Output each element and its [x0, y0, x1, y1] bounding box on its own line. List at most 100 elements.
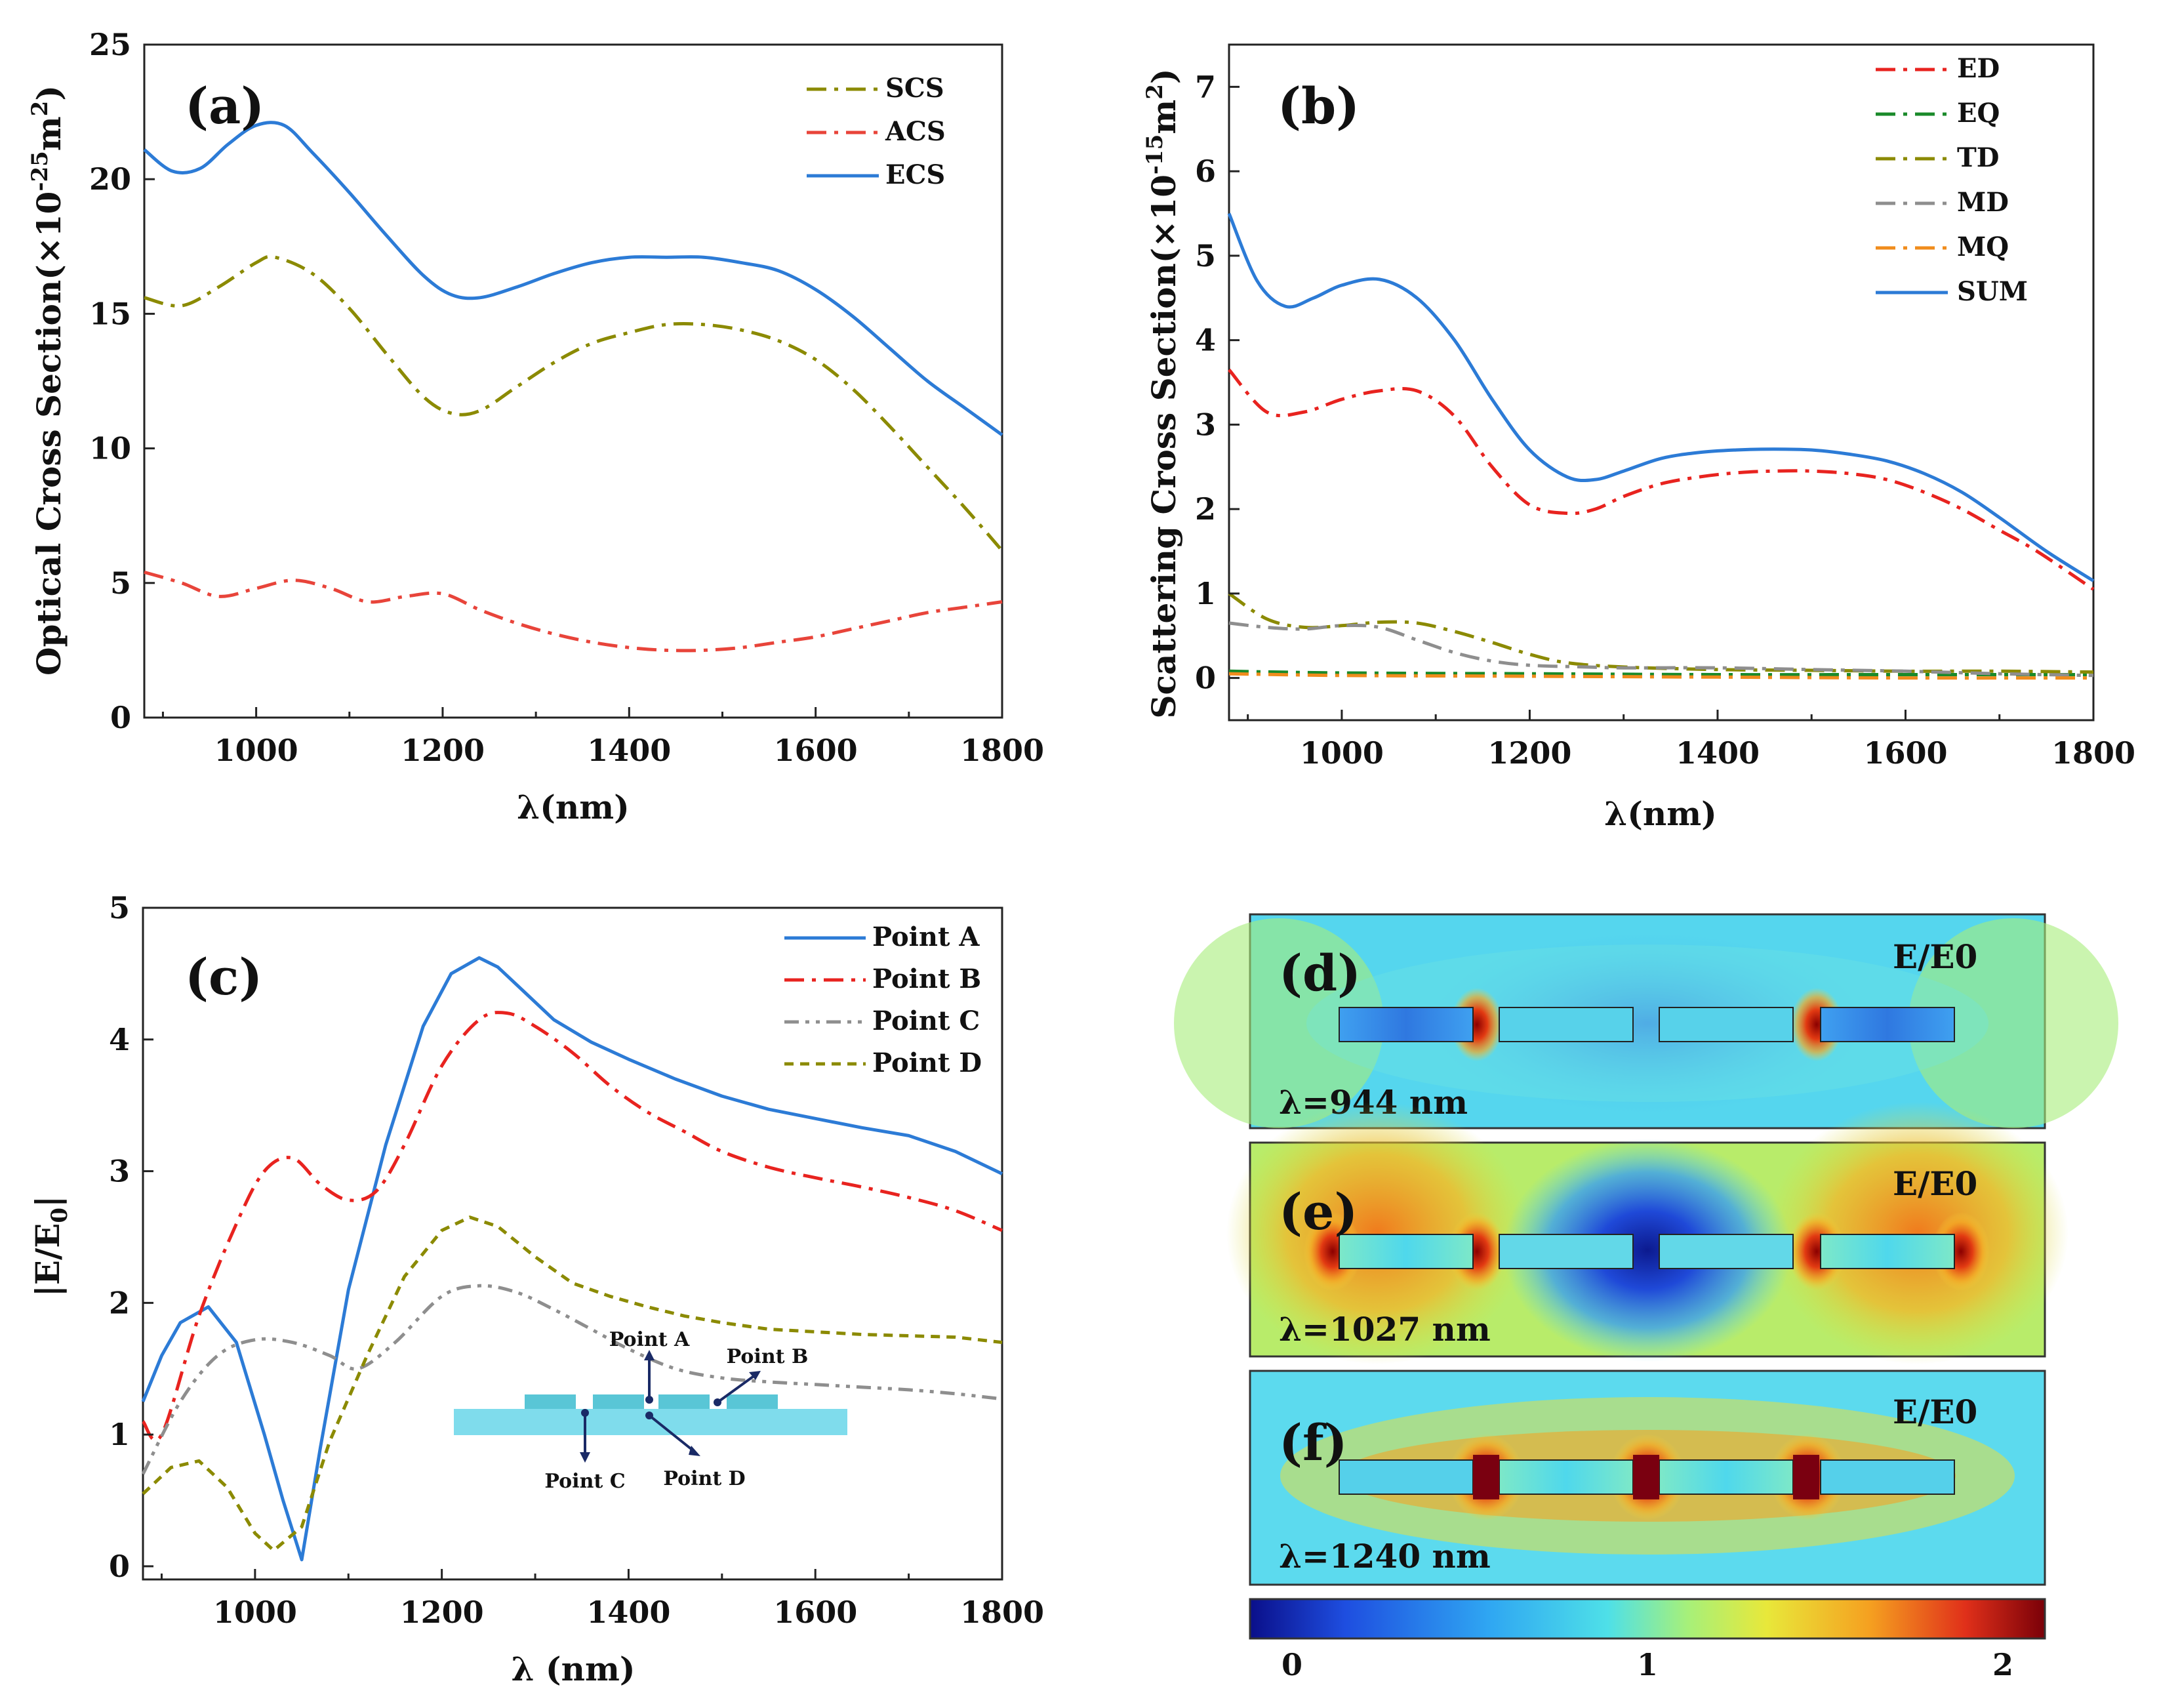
y-tick-label: 0: [109, 1549, 130, 1584]
y-tick-label: 20: [89, 161, 131, 197]
legend-label: Point B: [872, 964, 981, 994]
field-map-d: (d) E/E0 λ=944 nm: [1174, 913, 2118, 1129]
y-tick-label: 5: [1195, 238, 1216, 274]
y-tick-label: 25: [89, 27, 131, 62]
inset-label-d: Point D: [663, 1467, 745, 1490]
y-tick-label: 2: [1195, 491, 1216, 527]
colorbar-tick: 2: [1992, 1647, 2013, 1682]
panel-label: (b): [1278, 77, 1360, 135]
arrow-head-icon: [580, 1452, 590, 1463]
colorbar-tick: 1: [1637, 1647, 1658, 1682]
x-tick-label: 1200: [1487, 735, 1571, 771]
plot-frame: [1228, 43, 2095, 722]
x-axis-label: λ (nm): [511, 1650, 635, 1688]
series-line-ed: [1228, 369, 2095, 591]
colorbar-tick: 0: [1281, 1647, 1302, 1682]
inset-label-a: Point A: [609, 1328, 690, 1351]
legend-label: Point C: [872, 1006, 980, 1036]
y-tick-label: 6: [1195, 153, 1216, 189]
legend-label: SUM: [1957, 276, 2028, 307]
legend-label: MQ: [1957, 232, 2009, 262]
nanorod: [727, 1394, 778, 1409]
chart-b: 1000 1200 1400 1600 1800 0 1 2 3 4 5 6 7 (b) λ(nm) S…: [1142, 43, 2135, 833]
panel-label: (a): [185, 77, 264, 135]
panel-label: (f): [1279, 1413, 1348, 1472]
y-tick-label: 4: [109, 1022, 130, 1057]
y-tick-label: 4: [1195, 323, 1216, 358]
x-tick-label: 1400: [586, 1595, 670, 1630]
y-axis-label: Scattering Cross Section(×10-15m2): [1142, 68, 1183, 718]
x-tick-label: 1800: [960, 1595, 1044, 1630]
arrow-head-icon: [749, 1371, 761, 1380]
series-line-acs: [144, 570, 1003, 653]
series-line-point-a: [141, 956, 1003, 1562]
legend-label: Point A: [872, 922, 980, 952]
y-tick-label: 0: [1195, 661, 1216, 696]
series-line-md: [1228, 621, 2094, 678]
x-tick-label: 1600: [773, 1595, 857, 1630]
series-line-mq: [1228, 672, 2094, 680]
panel-label: (e): [1279, 1183, 1358, 1241]
arrow-point-b: [716, 1373, 757, 1404]
wavelength-label: λ=1027 nm: [1279, 1310, 1491, 1349]
nanorod: [593, 1394, 644, 1409]
arrow-head-icon: [689, 1446, 700, 1456]
legend-label: ED: [1957, 53, 2000, 84]
quantity-label: E/E0: [1893, 1164, 1977, 1203]
panel-label: (c): [185, 948, 262, 1006]
y-tick-label: 0: [110, 700, 131, 735]
plot-frame: [142, 906, 1003, 1581]
series-line-sum: [1227, 213, 2095, 582]
legend-label: TD: [1957, 142, 1999, 173]
quantity-label: E/E0: [1893, 937, 1977, 976]
series-line-scs: [144, 254, 1003, 552]
marker-point-a: [645, 1396, 653, 1404]
legend: Point A Point B Point C Point D: [784, 922, 982, 1078]
panel-label: (d): [1279, 944, 1361, 1002]
y-tick-label: 7: [1195, 69, 1216, 104]
series-line-point-c: [141, 1284, 1003, 1475]
plot-frame: [143, 43, 1003, 719]
series-line-point-d: [142, 1215, 1003, 1553]
x-tick-label: 1600: [774, 733, 858, 768]
series-line-point-b: [141, 1011, 1003, 1442]
series-line-td: [1228, 592, 2094, 674]
y-tick-label: 10: [89, 431, 131, 466]
inset-schematic: Point A Point B Point C Point D: [454, 1328, 847, 1493]
series-line-eq: [1228, 669, 2093, 677]
y-tick-label: 5: [110, 565, 131, 601]
arrow-point-d: [648, 1414, 696, 1454]
x-axis-label: λ(nm): [517, 788, 630, 826]
field-map-e: (e) E/E0 λ=1027 nm: [1226, 1102, 2068, 1364]
colorbar-gradient: [1249, 1598, 2046, 1640]
y-tick-label: 3: [1195, 407, 1216, 442]
legend-label: SCS: [885, 73, 944, 104]
y-tick-label: 1: [109, 1417, 130, 1452]
colorbar: 0 1 2: [1249, 1598, 2046, 1682]
legend-label: ACS: [885, 116, 946, 147]
legend-label: MD: [1957, 187, 2009, 218]
inset-label-c: Point C: [544, 1470, 625, 1493]
x-tick-label: 1200: [401, 733, 485, 768]
y-tick-label: 1: [1195, 576, 1216, 611]
x-axis-label: λ(nm): [1604, 794, 1717, 833]
arrow-head-icon: [644, 1350, 655, 1360]
inset-label-b: Point B: [727, 1345, 809, 1368]
x-tick-label: 1000: [1300, 735, 1384, 771]
x-tick-label: 1600: [1863, 735, 1947, 771]
chart-c: 1000 1200 1400 1600 1800 0 1 2 3 4 5 (c) λ (nm) |E…: [28, 890, 1044, 1688]
y-tick-label: 2: [109, 1285, 130, 1320]
y-tick-label: 15: [89, 296, 131, 331]
x-tick-label: 1000: [214, 733, 298, 768]
chart-a: 1000 1200 1400 1600 1800 0 5 10 15 20 25 (a) λ(nm)…: [27, 27, 1044, 826]
y-tick-label: 5: [109, 890, 130, 925]
field-map-f: (f) E/E0 λ=1240 nm: [1249, 1370, 2046, 1586]
legend-label: ECS: [885, 159, 945, 190]
x-tick-label: 1400: [1676, 735, 1760, 771]
series-line-ecs: [143, 121, 1003, 437]
legend-label: Point D: [872, 1047, 982, 1078]
nanorod: [525, 1394, 576, 1409]
legend: ED EQ TD MD MQ SUM: [1876, 53, 2028, 307]
quantity-label: E/E0: [1893, 1393, 1977, 1431]
